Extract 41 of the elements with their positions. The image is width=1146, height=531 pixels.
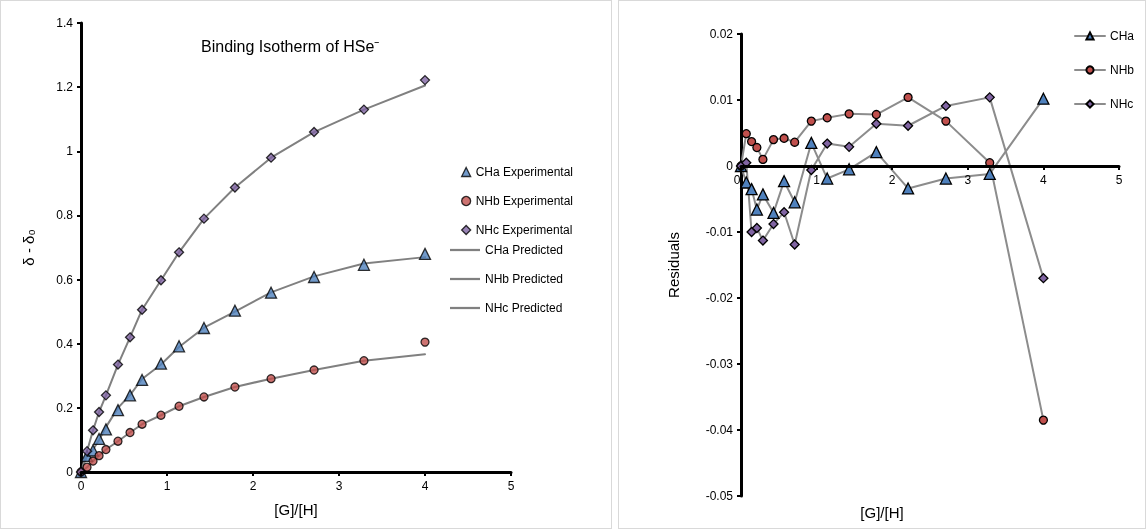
x-tick-label: 1 — [163, 479, 171, 493]
y-tick-label: -0.01 — [705, 225, 734, 239]
x-tick-label: 0 — [77, 479, 85, 493]
legend-label: NHc — [1109, 97, 1134, 111]
x-axis-title: [G]/[H] — [860, 504, 904, 521]
y-tick-label: 0.2 — [56, 400, 74, 415]
legend-label: CHa Predicted — [485, 243, 564, 257]
x-tick-label: 5 — [507, 479, 515, 493]
y-tick-label: 0 — [726, 159, 734, 173]
y-tick-label: -0.02 — [705, 291, 734, 305]
x-tick-label: 3 — [964, 173, 972, 187]
x-tick-label: 3 — [335, 479, 343, 493]
y-tick-label: 0.8 — [56, 208, 74, 223]
legend-label: CHa — [1109, 29, 1135, 43]
x-axis-title: [G]/[H] — [274, 501, 318, 518]
legend-label: CHa Experimental — [475, 165, 574, 179]
y-tick-label: -0.03 — [705, 357, 734, 371]
x-tick-label: 2 — [249, 479, 257, 493]
legend-label: NHc Predicted — [485, 301, 563, 315]
x-tick-label: 5 — [1115, 173, 1123, 187]
y-axis-title: δ - δ₀ — [20, 229, 37, 266]
legend-label: NHb Experimental — [475, 194, 574, 208]
text: Binding Isotherm of HSe⁻ — [201, 37, 380, 55]
y-tick-label: 1.2 — [56, 80, 74, 95]
y-tick-label: 1 — [66, 144, 74, 159]
y-tick-label: -0.04 — [705, 423, 734, 437]
y-axis-title: Residuals — [665, 232, 682, 298]
x-tick-label: 4 — [1040, 173, 1048, 187]
y-tick-label: 0.6 — [56, 272, 74, 287]
x-tick-label: 2 — [888, 173, 896, 187]
legend-label: NHc Experimental — [475, 223, 573, 237]
legend-label: NHb Predicted — [485, 272, 564, 286]
y-tick-label: 0.01 — [709, 93, 734, 107]
y-tick-label: 0 — [66, 465, 74, 479]
y-tick-label: -0.05 — [705, 489, 734, 503]
legend-label: NHb — [1109, 63, 1135, 77]
y-tick-label: 0.4 — [56, 336, 74, 351]
y-tick-label: 1.4 — [56, 16, 74, 30]
x-tick-label: 1 — [813, 173, 821, 187]
x-tick-label: 4 — [421, 479, 429, 493]
y-tick-label: 0.02 — [709, 27, 734, 41]
